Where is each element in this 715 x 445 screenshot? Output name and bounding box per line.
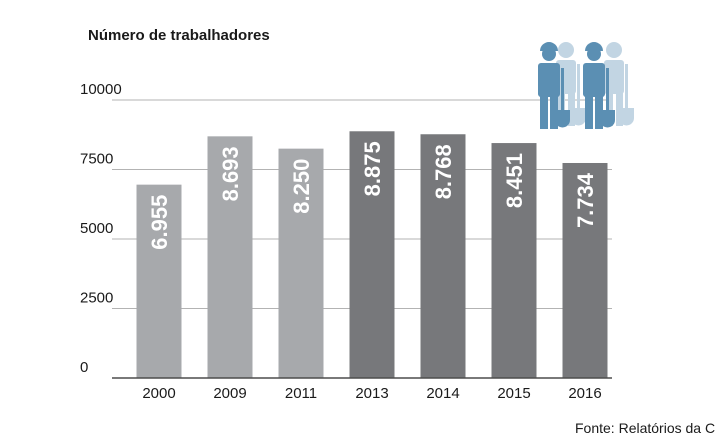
bar-2011 — [278, 148, 324, 378]
source-note: Fonte: Relatórios da Ci — [575, 420, 715, 436]
x-tick-label: 2013 — [355, 385, 388, 402]
x-tick-label: 2016 — [568, 385, 601, 402]
y-tick-label: 0 — [80, 359, 88, 376]
x-tick-label: 2014 — [426, 385, 459, 402]
data-label: 7.734 — [573, 172, 598, 228]
bar-2009 — [207, 136, 253, 378]
y-tick-label: 7500 — [80, 151, 113, 168]
y-tick-label: 10000 — [80, 81, 122, 98]
x-tick-label: 2015 — [497, 385, 530, 402]
data-label: 8.451 — [502, 153, 527, 208]
x-axis-ticks: 2000 2009 2011 2013 2014 2015 2016 — [142, 385, 601, 402]
x-tick-label: 2000 — [142, 385, 175, 402]
bar-2014 — [420, 134, 466, 378]
data-label: 8.875 — [360, 141, 385, 196]
workers-with-shovels-icon — [538, 42, 634, 129]
y-tick-label: 5000 — [80, 220, 113, 237]
bar-2000 — [136, 184, 182, 378]
x-tick-label: 2011 — [285, 385, 317, 402]
bar-2015 — [491, 143, 537, 378]
bar-2016 — [562, 162, 608, 378]
data-label: 8.693 — [218, 146, 243, 201]
chart-title: Número de trabalhadores — [88, 27, 270, 44]
y-tick-label: 2500 — [80, 290, 113, 307]
bars — [136, 131, 608, 378]
data-label: 8.768 — [431, 144, 456, 199]
x-tick-label: 2009 — [213, 385, 246, 402]
bar-2013 — [349, 131, 395, 378]
data-labels: 6.955 8.693 8.250 8.875 8.768 8.451 7.734 — [147, 141, 598, 249]
data-label: 6.955 — [147, 195, 172, 250]
y-axis-ticks: 0 2500 5000 7500 10000 — [80, 81, 122, 376]
data-label: 8.250 — [289, 159, 314, 214]
